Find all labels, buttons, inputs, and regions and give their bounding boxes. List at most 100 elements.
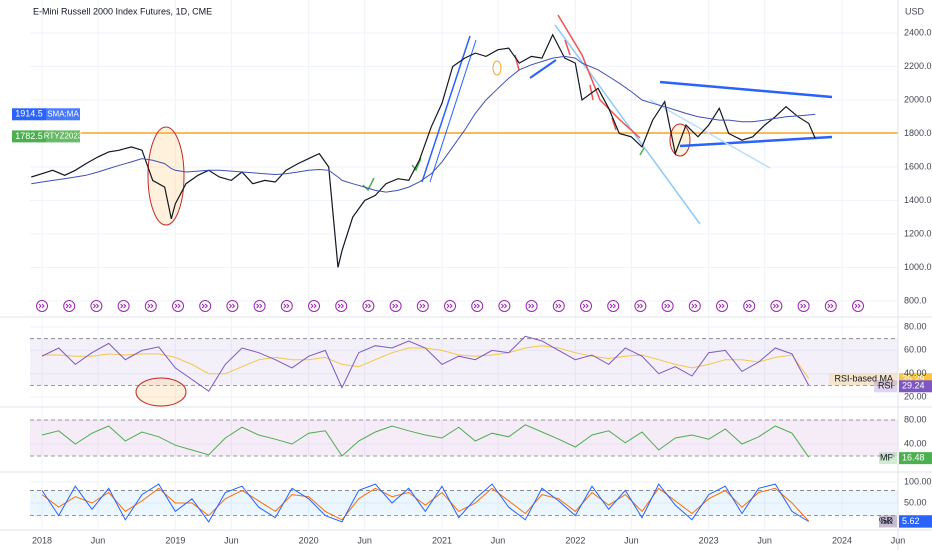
y-tick-label: 2400.0	[904, 27, 932, 37]
event-icon	[552, 300, 565, 312]
event-icon-glyph	[147, 303, 154, 309]
event-icon-circle	[688, 300, 701, 312]
band	[30, 420, 898, 457]
event-icon-circle	[308, 300, 320, 312]
x-tick-label: Jun	[891, 535, 906, 545]
event-icon	[797, 300, 810, 312]
event-icon-glyph	[854, 303, 861, 309]
x-tick-label: Jun	[624, 535, 639, 545]
event-icon	[580, 300, 592, 312]
event-icon	[525, 300, 538, 312]
event-icon-glyph	[283, 303, 290, 309]
chart-title: E-Mini Russell 2000 Index Futures, 1D, C…	[33, 6, 212, 16]
y-tick-label: 80.00	[904, 414, 927, 424]
series-name: SD	[880, 515, 893, 525]
event-icon-glyph	[773, 303, 780, 309]
event-icon	[634, 300, 647, 312]
trend-line	[529, 59, 557, 79]
event-icon-glyph	[827, 303, 834, 309]
value-tag-text: 1782.5	[15, 131, 43, 141]
series-name-tag	[879, 515, 897, 528]
x-tick-label: Jun	[224, 535, 239, 545]
event-icon-glyph	[256, 303, 263, 309]
ellipse	[492, 60, 502, 76]
event-icon-glyph	[65, 303, 72, 309]
y-tick-label: 2200.0	[904, 61, 932, 71]
series-name-tag	[46, 130, 80, 143]
y-tick-label: 40.00	[904, 438, 927, 448]
series-line	[41, 483, 809, 523]
series-line	[41, 335, 810, 392]
event-icon-glyph	[174, 303, 181, 309]
x-tick-label: 2018	[32, 535, 52, 545]
event-icon-circle	[63, 300, 76, 312]
value-tag	[12, 108, 46, 121]
event-icon-circle	[144, 300, 157, 312]
event-icon-circle	[389, 300, 402, 312]
y-tick-label: 20.00	[904, 391, 927, 401]
x-tick-label: Jun	[91, 535, 106, 545]
x-tick-label: 2023	[699, 535, 719, 545]
event-icon	[661, 300, 674, 312]
value-tag	[899, 380, 932, 393]
event-icon-glyph	[365, 303, 372, 309]
event-icon	[90, 300, 103, 312]
event-icon-glyph	[528, 303, 535, 309]
event-icon-glyph	[120, 303, 127, 309]
event-icon	[824, 300, 837, 312]
event-icon-glyph	[664, 303, 671, 309]
event-icon-glyph	[446, 303, 453, 309]
event-icon-glyph	[745, 303, 752, 309]
event-icon	[362, 300, 375, 312]
event-icon-glyph	[637, 303, 644, 309]
event-icon	[743, 300, 756, 312]
series-line	[41, 424, 810, 458]
x-tick-label: 2021	[432, 535, 452, 545]
series-name: RSI-based MA	[834, 374, 893, 384]
event-icon-circle	[444, 300, 456, 312]
event-icon	[688, 300, 701, 312]
trend-line	[649, 99, 771, 169]
event-icon	[607, 300, 620, 312]
series-name: %K	[879, 516, 893, 526]
event-icon	[172, 300, 184, 312]
y-tick-label: 1800.0	[904, 128, 932, 138]
event-icon	[770, 300, 783, 312]
series-line	[31, 55, 816, 193]
event-icon	[280, 300, 293, 312]
value-tag	[899, 452, 932, 465]
event-icon-circle	[253, 300, 266, 312]
event-icon-glyph	[337, 303, 344, 309]
x-tick-label: Jun	[491, 535, 506, 545]
y-tick-label: 1400.0	[904, 195, 932, 205]
event-icon-glyph	[229, 303, 236, 309]
event-icon-circle	[172, 300, 184, 312]
event-icon-circle	[335, 300, 348, 312]
event-icon	[389, 300, 402, 312]
event-icon	[63, 300, 76, 312]
event-icon	[416, 300, 429, 312]
event-icon-circle	[525, 300, 538, 312]
event-icon-circle	[90, 300, 103, 312]
event-icon-glyph	[93, 303, 100, 309]
event-icon-circle	[471, 300, 484, 312]
event-icon-circle	[280, 300, 293, 312]
event-icon-glyph	[691, 303, 698, 309]
y-tick-label: 40.00	[904, 368, 927, 378]
event-icon-circle	[362, 300, 375, 312]
event-icon-circle	[580, 300, 592, 312]
event-icon-circle	[498, 300, 511, 312]
value-tags: 1782.5 RTYZ2023 1914.5 SMA:MA RSI-based MA 35…	[12, 108, 932, 528]
event-icon	[36, 300, 48, 312]
event-icon-circle	[117, 300, 130, 312]
event-icon	[253, 300, 266, 312]
event-icon-glyph	[555, 303, 562, 309]
event-icon	[308, 300, 320, 312]
value-tag	[899, 515, 932, 528]
y-tick-label: 1200.0	[904, 228, 932, 238]
ellipse	[135, 377, 187, 407]
series-name: MF	[880, 453, 893, 463]
series-name-tag	[879, 515, 897, 528]
x-tick-label: 2019	[165, 535, 185, 545]
trend-line	[429, 39, 477, 183]
